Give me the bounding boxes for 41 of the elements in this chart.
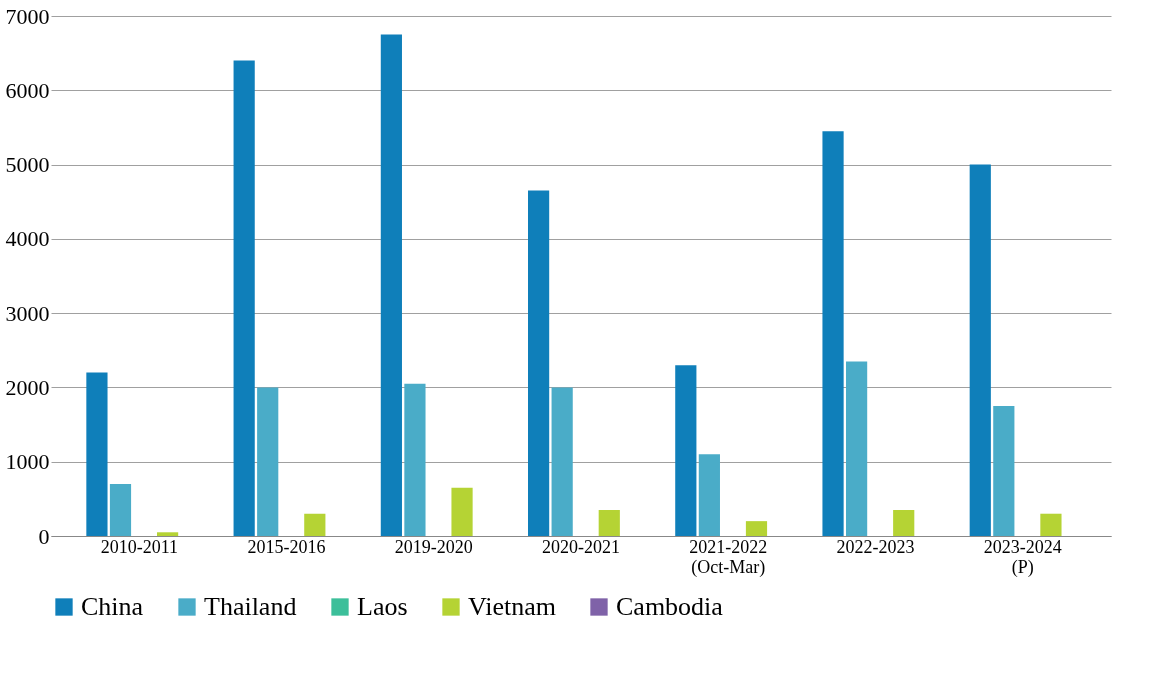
y-tick-label: 7000 — [5, 3, 50, 29]
y-tick-label: 6000 — [5, 77, 50, 103]
x-tick-label: 2023-2024 (P) — [983, 536, 1062, 578]
bar — [86, 372, 108, 536]
bar — [698, 454, 720, 536]
bar — [822, 131, 844, 536]
bar — [1040, 513, 1062, 536]
bar — [451, 487, 473, 536]
y-tick-label: 4000 — [5, 226, 50, 252]
legend-label: Cambodia — [616, 592, 724, 621]
legend-label: Laos — [357, 592, 408, 621]
y-tick-label: 2000 — [5, 374, 50, 400]
bar — [893, 510, 915, 536]
bar — [598, 510, 620, 536]
x-tick-label: 2020-2021 — [542, 536, 620, 557]
y-tick-label: 0 — [38, 523, 50, 549]
legend-label: China — [81, 592, 144, 621]
bar — [157, 532, 179, 536]
bar — [109, 484, 132, 536]
x-tick-label: 2010-2011 — [100, 536, 178, 557]
bar — [257, 387, 279, 536]
y-tick-label: 5000 — [5, 152, 50, 178]
x-tick-label: 2015-2016 — [247, 536, 326, 557]
bar — [233, 60, 255, 536]
x-tick-label: 2021-2022 (Oct-Mar) — [689, 536, 768, 578]
bar — [551, 387, 573, 536]
y-tick-label: 1000 — [5, 449, 50, 475]
x-tick-label: 2019-2020 — [394, 536, 473, 557]
x-tick-label: 2022-2023 — [836, 536, 915, 557]
legend-label: Thailand — [204, 592, 297, 621]
bar — [846, 361, 868, 536]
bar — [993, 406, 1015, 536]
bar — [745, 521, 768, 536]
bar — [404, 383, 426, 536]
bar — [528, 190, 550, 536]
bar — [304, 513, 326, 536]
bar — [969, 164, 991, 536]
y-tick-label: 3000 — [5, 300, 50, 326]
bar — [675, 365, 697, 536]
legend-label: Vietnam — [468, 592, 556, 621]
bar — [380, 34, 402, 536]
